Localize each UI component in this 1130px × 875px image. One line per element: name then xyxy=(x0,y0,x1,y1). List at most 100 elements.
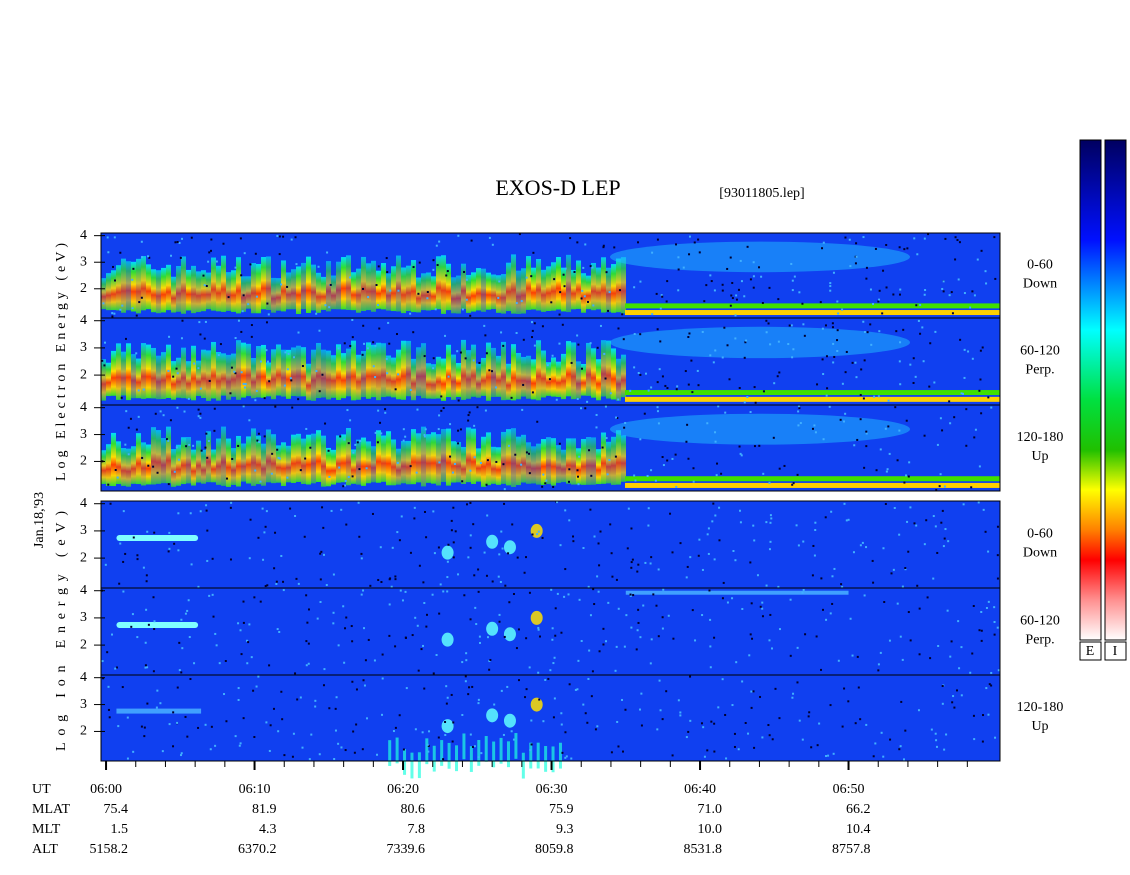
spectrogram-cell xyxy=(831,322,834,325)
spectrogram-cell xyxy=(255,295,258,298)
spectrogram-cell xyxy=(926,596,929,599)
spectrogram-cell xyxy=(306,256,311,314)
spectrogram-cell xyxy=(183,410,186,413)
spectrogram-cell xyxy=(625,396,1000,402)
spectrogram-cell xyxy=(899,635,902,638)
spectrogram-cell xyxy=(899,288,902,291)
spectrogram-cell xyxy=(211,449,216,483)
spectrogram-cell xyxy=(282,235,285,238)
spectrogram-cell xyxy=(112,265,115,268)
spectrogram-cell xyxy=(451,277,456,314)
spectrogram-cell xyxy=(127,453,130,456)
spectrogram-cell xyxy=(500,530,503,533)
spectrogram-cell xyxy=(250,324,253,327)
spectrogram-cell xyxy=(691,391,694,394)
spectrogram-cell xyxy=(353,751,356,754)
spectrogram-cell xyxy=(434,308,437,311)
spectrogram-cell xyxy=(541,269,546,312)
spectrogram-cell xyxy=(301,438,306,484)
spectrogram-cell xyxy=(451,441,456,483)
spectrogram-cell xyxy=(685,576,688,579)
spectrogram-cell xyxy=(802,540,805,543)
spectrogram-cell xyxy=(205,504,208,507)
spectrogram-cell xyxy=(423,601,426,604)
spectrogram-cell xyxy=(709,618,712,621)
spectrogram-cell xyxy=(205,432,208,435)
spectrogram-cell xyxy=(297,331,300,334)
spectrogram-cell xyxy=(971,652,974,655)
spectrogram-cell xyxy=(768,734,771,737)
spectrogram-cell xyxy=(136,358,141,399)
spectrogram-cell xyxy=(497,575,500,578)
spectrogram-cell xyxy=(865,445,868,448)
spectrogram-cell xyxy=(351,475,354,478)
spectrogram-cell xyxy=(865,266,868,269)
spectrogram-cell xyxy=(161,267,166,313)
spectrogram-cell xyxy=(446,590,449,593)
spectrogram-cell xyxy=(598,650,601,653)
spectrogram-cell xyxy=(347,475,350,478)
spectrogram-cell xyxy=(990,406,993,409)
spectrogram-cell xyxy=(816,744,819,747)
spectrogram-cell xyxy=(335,696,338,699)
y-tick-label: 4 xyxy=(80,313,87,328)
spectrogram-cell xyxy=(603,352,606,355)
spectrogram-cell xyxy=(421,426,426,487)
panel-label: Up xyxy=(1031,449,1048,464)
spectrogram-cell xyxy=(703,300,706,303)
spectrogram-cell xyxy=(647,507,650,510)
spectrogram-cell xyxy=(978,629,981,632)
spectrogram-cell xyxy=(516,556,519,559)
spectrogram-cell xyxy=(568,468,571,471)
spectrogram-cell xyxy=(327,449,330,452)
spectrogram-cell xyxy=(801,738,804,741)
spectrogram-cell xyxy=(186,437,191,484)
spectrogram-cell xyxy=(565,755,568,758)
spectrogram-cell xyxy=(606,441,611,484)
spectrogram-cell xyxy=(604,377,607,380)
spectrogram-cell xyxy=(709,354,712,357)
spectrogram-cell xyxy=(199,412,202,415)
spectrogram-cell xyxy=(418,261,421,264)
spectrogram-cell xyxy=(872,581,875,584)
spectrogram-cell xyxy=(861,541,864,544)
spectrogram-cell xyxy=(360,557,363,560)
spectrogram-cell xyxy=(181,237,184,240)
spectrogram-cell xyxy=(276,344,281,396)
spectrogram-cell xyxy=(421,731,424,734)
spectrogram-cell xyxy=(818,722,821,725)
spectrogram-cell xyxy=(116,534,199,541)
spectrogram-cell xyxy=(278,457,281,460)
spectrogram-cell xyxy=(205,285,208,288)
spectrogram-cell xyxy=(902,328,905,331)
spectrogram-cell xyxy=(533,322,536,325)
spectrogram-cell xyxy=(496,447,501,485)
spectrogram-cell xyxy=(237,699,240,702)
spectrogram-cell xyxy=(357,501,360,504)
spectrogram-cell xyxy=(121,448,126,486)
spectrogram-cell xyxy=(418,564,421,567)
spectrogram-cell xyxy=(769,514,772,517)
spectrogram-cell xyxy=(566,254,571,313)
spectrogram-cell xyxy=(386,372,389,375)
spectrogram-cell xyxy=(371,344,376,398)
spectrogram-cell xyxy=(233,370,236,373)
spectrogram-cell xyxy=(713,289,716,292)
panel-label: Perp. xyxy=(1025,363,1054,378)
spectrogram-cell xyxy=(371,260,376,312)
spectrogram-cell xyxy=(907,475,910,478)
spectrogram-cell xyxy=(317,265,320,268)
spectrogram-cell xyxy=(138,301,141,304)
spectrogram-cell xyxy=(470,239,473,242)
spectrogram-cell xyxy=(416,408,419,411)
spectrogram-cell xyxy=(242,717,245,720)
ephemeris-value: 81.9 xyxy=(252,802,277,817)
spectrogram-cell xyxy=(759,695,762,698)
spectrogram-cell xyxy=(116,265,121,311)
spectrogram-cell xyxy=(166,264,171,311)
spectrogram-cell xyxy=(808,711,811,714)
spectrogram-cell xyxy=(611,436,616,485)
spectrogram-cell xyxy=(215,644,218,647)
spectrogram-cell xyxy=(637,371,640,374)
